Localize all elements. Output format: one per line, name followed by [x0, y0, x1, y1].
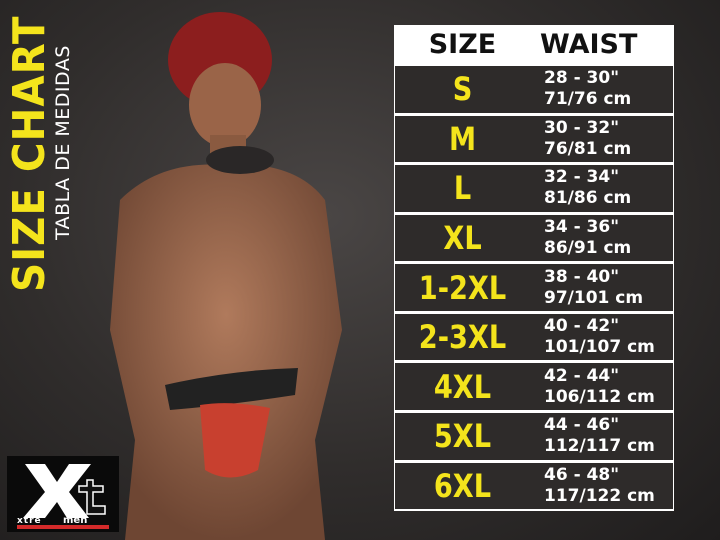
- side-title: SIZE CHART TABLA DE MEDIDAS: [4, 0, 74, 292]
- table-row: S 28 - 30" 71/76 cm: [395, 66, 673, 113]
- table-row: 6XL 46 - 48" 117/122 cm: [395, 462, 673, 510]
- waist-cm: 71/76 cm: [544, 89, 632, 110]
- xtremen-logo: xtre men: [7, 456, 119, 532]
- table-header: SIZE WAIST: [395, 26, 673, 63]
- waist-cm: 97/101 cm: [544, 287, 644, 308]
- waist-inches: 42 - 44": [544, 365, 620, 386]
- table-row: 4XL 42 - 44" 106/112 cm: [395, 363, 673, 410]
- waist-inches: 34 - 36": [544, 216, 620, 237]
- waist-inches: 44 - 46": [544, 415, 620, 436]
- waist-cm: 106/112 cm: [544, 386, 655, 407]
- table-row: XL 34 - 36" 86/91 cm: [395, 214, 673, 262]
- waist-cm: 101/107 cm: [544, 337, 655, 358]
- table-row: 5XL 44 - 46" 112/117 cm: [395, 412, 673, 460]
- size-label: 4XL: [433, 367, 492, 406]
- size-chart-title: SIZE CHART: [4, 15, 55, 292]
- waist-cm: 86/91 cm: [544, 237, 632, 258]
- size-label: 2-3XL: [418, 318, 507, 357]
- waist-inches: 32 - 34": [544, 167, 620, 188]
- waist-cm: 81/86 cm: [544, 188, 632, 209]
- waist-cm: 112/117 cm: [544, 436, 655, 457]
- table-row: M 30 - 32" 76/81 cm: [395, 115, 673, 163]
- size-label: 6XL: [433, 466, 492, 505]
- svg-text:men: men: [63, 515, 87, 526]
- waist-inches: 38 - 40": [544, 266, 620, 287]
- size-table: SIZE WAIST S 28 - 30" 71/76 cm M 30 - 32" 76…: [394, 25, 674, 511]
- size-label: S: [452, 70, 473, 109]
- size-chart-subtitle: TABLA DE MEDIDAS: [52, 45, 74, 240]
- waist-inches: 40 - 42": [544, 316, 620, 337]
- table-row: L 32 - 34" 81/86 cm: [395, 165, 673, 212]
- waist-cm: 117/122 cm: [544, 485, 655, 506]
- waist-inches: 46 - 48": [544, 464, 620, 485]
- size-label: L: [453, 169, 472, 208]
- waist-inches: 28 - 30": [544, 68, 620, 89]
- table-row: 1-2XL 38 - 40" 97/101 cm: [395, 264, 673, 311]
- size-label: 1-2XL: [418, 268, 507, 307]
- header-size: SIZE: [428, 29, 497, 60]
- svg-text:xtre: xtre: [17, 516, 42, 526]
- size-label: 5XL: [433, 417, 492, 456]
- size-label: M: [448, 119, 477, 158]
- waist-inches: 30 - 32": [544, 117, 620, 138]
- header-waist: WAIST: [540, 29, 638, 60]
- model-photo: [110, 12, 342, 540]
- waist-cm: 76/81 cm: [544, 138, 632, 159]
- table-row: 2-3XL 40 - 42" 101/107 cm: [395, 313, 673, 361]
- size-label: XL: [443, 218, 482, 257]
